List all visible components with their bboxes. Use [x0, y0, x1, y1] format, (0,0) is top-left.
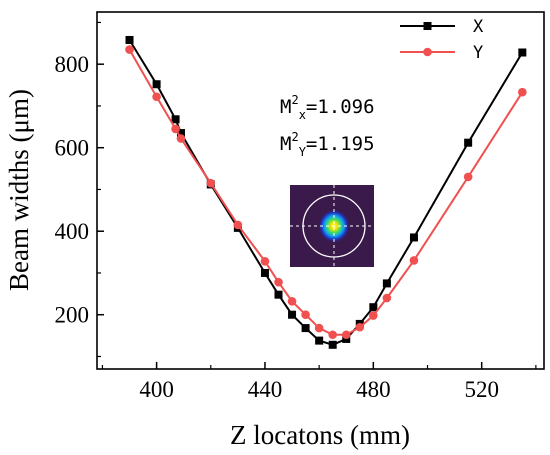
data-point-x: [171, 115, 180, 124]
data-point-y: [233, 220, 243, 230]
data-point-x: [301, 324, 310, 333]
data-point-x: [176, 129, 185, 138]
plot-frame: [96, 11, 545, 370]
data-point-x: [518, 48, 527, 57]
data-point-y: [260, 256, 270, 266]
beam-profile-image: [290, 185, 374, 267]
data-point-y: [518, 87, 527, 97]
y-axis-title: Beam widths (μm): [4, 89, 34, 291]
x-axis: 400 440 480 520: [101, 362, 537, 402]
y-tick-label: 600: [55, 136, 90, 161]
data-point-y: [176, 134, 186, 143]
m2-annotation: M2x=1.096 M2Y=1.195: [280, 93, 375, 159]
y-axis: 200 400 600 800: [55, 21, 104, 358]
data-point-y: [369, 311, 378, 320]
y-tick-label: 800: [55, 52, 90, 77]
data-point-y: [274, 277, 283, 287]
data-point-y: [125, 45, 134, 54]
data-point-y: [463, 172, 473, 182]
series-layer: [125, 35, 527, 349]
data-point-x: [125, 35, 134, 44]
data-point-y: [206, 178, 216, 188]
data-point-y: [341, 330, 351, 340]
legend: XY: [400, 17, 484, 63]
data-point-x: [152, 80, 161, 89]
m2y-annotation: M2Y=1.195: [280, 130, 375, 159]
data-point-y: [314, 323, 324, 333]
legend-label: X: [473, 17, 484, 37]
data-point-y: [382, 293, 392, 303]
data-point-y: [301, 310, 310, 320]
data-point-y: [287, 297, 297, 306]
data-point-x: [464, 138, 473, 147]
data-point-x: [288, 310, 297, 319]
x-tick-label: 520: [464, 377, 499, 402]
data-point-y: [171, 124, 180, 134]
data-point-x: [315, 336, 324, 345]
x-tick-label: 480: [356, 377, 391, 402]
legend-marker: [423, 47, 432, 57]
legend-marker: [423, 22, 432, 30]
data-point-y: [328, 330, 337, 340]
data-point-x: [260, 268, 269, 277]
legend-label: Y: [473, 43, 483, 63]
m2x-annotation: M2x=1.096: [280, 93, 375, 122]
data-point-y: [152, 92, 161, 102]
data-point-y: [409, 256, 419, 265]
data-point-x: [328, 340, 337, 349]
y-tick-label: 200: [55, 303, 90, 328]
x-tick-label: 400: [139, 377, 174, 402]
data-point-x: [369, 303, 378, 312]
x-tick-label: 440: [248, 377, 283, 402]
x-axis-title: Z locatons (mm): [230, 420, 410, 450]
data-point-x: [274, 290, 283, 299]
series-y: [125, 45, 527, 340]
data-point-x: [382, 279, 391, 288]
y-tick-label: 400: [55, 219, 90, 244]
data-point-x: [409, 233, 418, 242]
data-point-y: [355, 322, 365, 332]
legend-item-y: Y: [400, 43, 483, 63]
legend-item-x: X: [400, 17, 484, 37]
